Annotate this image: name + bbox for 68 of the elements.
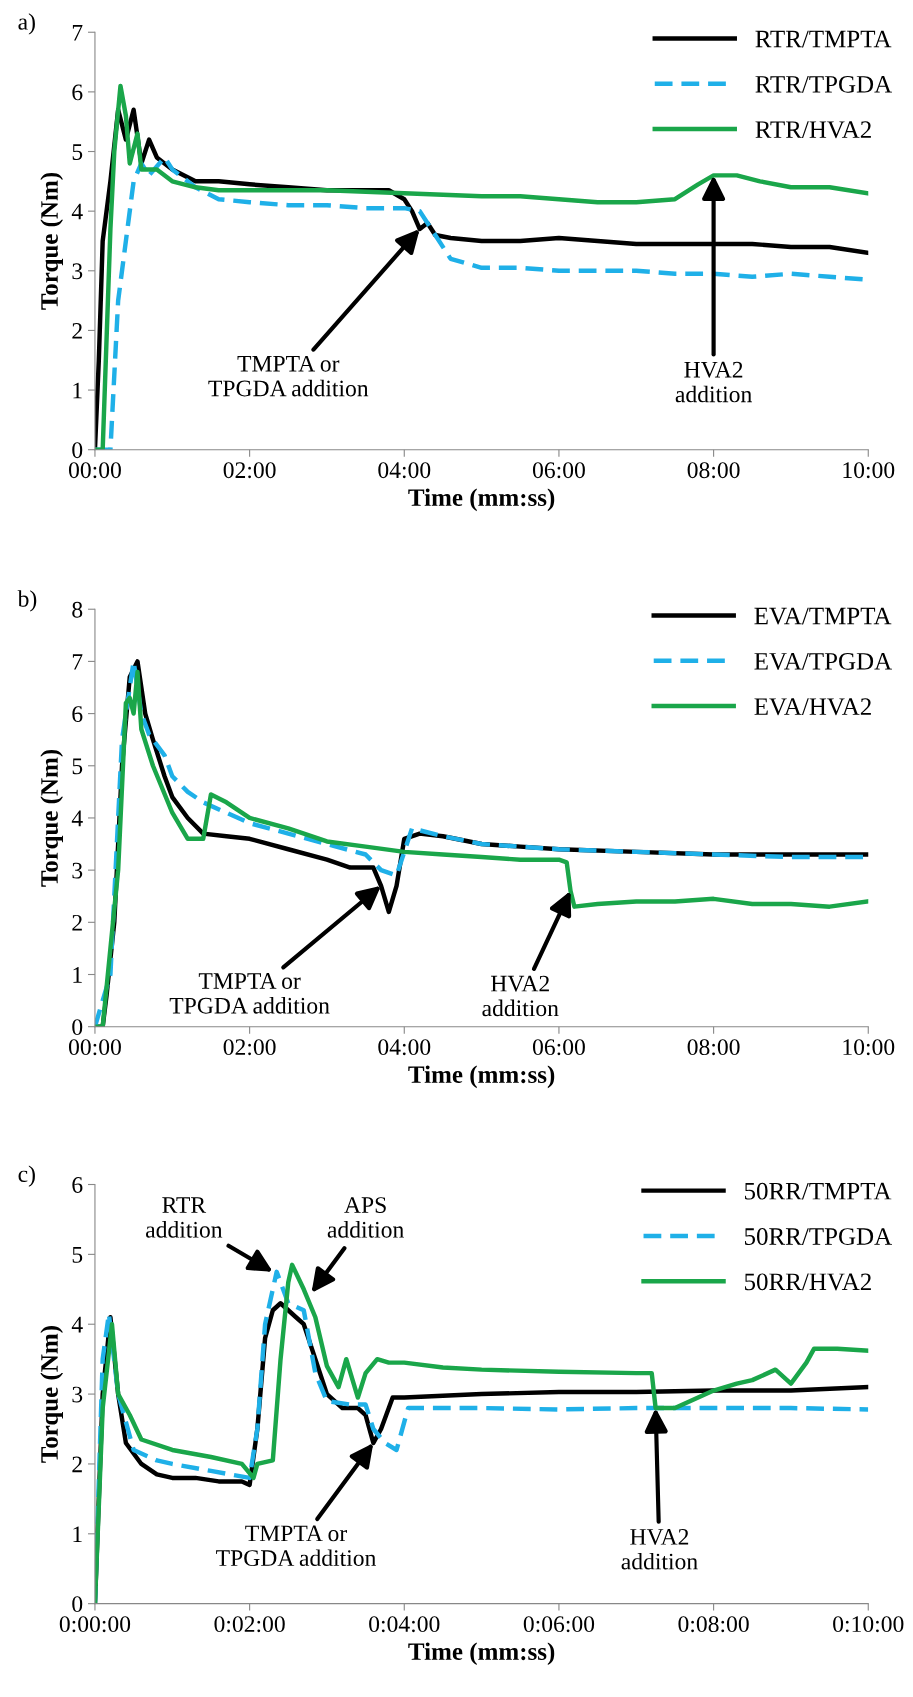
x-tick-label: 0:02:00 [214,1616,285,1633]
annotation: TMPTA or TPGDA addition [216,1525,376,1567]
y-tick-label: 5 [72,1247,83,1263]
x-axis-title: Time (mm:ss) [408,1642,555,1666]
x-tick-label: 02:00 [223,1039,276,1056]
y-tick-label: 3 [72,1386,83,1403]
annotation: HVA2 addition [621,1528,698,1570]
y-tick-label: 7 [72,654,83,670]
x-axis-title: Time (mm:ss) [408,488,555,512]
y-tick-label: 4 [71,203,83,220]
x-tick-label: 0:08:00 [678,1616,749,1633]
y-tick-label: 0 [72,442,83,459]
y-tick-label: 1 [73,967,82,983]
annotation: HVA2 addition [675,361,752,403]
x-tick-label: 08:00 [687,462,740,479]
legend-label: EVA/TMPTA [754,607,892,625]
annotation: TMPTA or TPGDA addition [208,355,369,397]
x-tick-label: 06:00 [532,1039,585,1056]
y-tick-label: 0 [72,1596,83,1613]
annotation: TMPTA or TPGDA addition [169,973,330,1014]
x-tick-label: 06:00 [532,462,585,479]
y-axis-title: Torque (Nm) [40,172,64,310]
annotation: APS addition [327,1197,404,1238]
y-axis-title: Torque (Nm) [40,1326,64,1463]
y-tick-label: 6 [72,706,83,723]
y-tick-label: 2 [72,322,82,339]
y-tick-label: 4 [71,1316,83,1333]
y-tick-label: 6 [72,84,83,101]
legend-label: 50RR/HVA2 [744,1273,871,1291]
y-tick-label: 1 [73,382,82,399]
x-tick-label: 0:06:00 [523,1616,595,1633]
y-tick-label: 0 [72,1019,83,1036]
x-tick-label: 04:00 [378,462,431,479]
y-axis-title: Torque (Nm) [40,749,64,887]
y-tick-label: 4 [71,810,83,827]
y-tick-label: 3 [72,862,83,879]
y-tick-label: 8 [72,601,83,618]
legend-label: EVA/HVA2 [754,698,871,716]
annotation: RTR addition [146,1197,223,1238]
y-tick-label: 6 [72,1177,83,1193]
legend-label: 50RR/TMPTA [744,1182,892,1200]
chart-title: c) [18,1165,35,1187]
x-tick-label: 0:04:00 [369,1616,440,1633]
legend-label: RTR/TMPTA [755,30,892,48]
y-tick-label: 5 [72,144,83,160]
x-tick-label: 0:00:00 [59,1616,131,1633]
x-tick-label: 00:00 [68,1039,121,1056]
legend-label: RTR/HVA2 [755,121,871,139]
y-tick-label: 2 [72,1456,82,1473]
x-tick-label: 10:00 [843,462,895,479]
y-tick-label: 2 [72,914,82,931]
y-tick-label: 1 [73,1526,82,1542]
x-tick-label: 0:10:00 [833,1616,904,1633]
chart-title: b) [17,590,37,612]
y-tick-label: 5 [72,758,83,775]
x-tick-label: 10:00 [843,1039,895,1056]
legend-label: 50RR/TPGDA [744,1228,892,1245]
y-tick-label: 7 [72,24,83,41]
annotation: HVA2 addition [482,975,559,1017]
y-tick-label: 3 [72,263,83,280]
x-tick-label: 04:00 [378,1039,431,1056]
legend-label: RTR/TPGDA [755,75,892,93]
x-tick-label: 02:00 [223,462,276,479]
x-axis-title: Time (mm:ss) [408,1065,555,1089]
x-tick-label: 00:00 [68,462,121,479]
chart-title: a) [18,13,35,35]
x-tick-label: 08:00 [687,1039,740,1056]
legend-label: EVA/TPGDA [754,652,892,670]
